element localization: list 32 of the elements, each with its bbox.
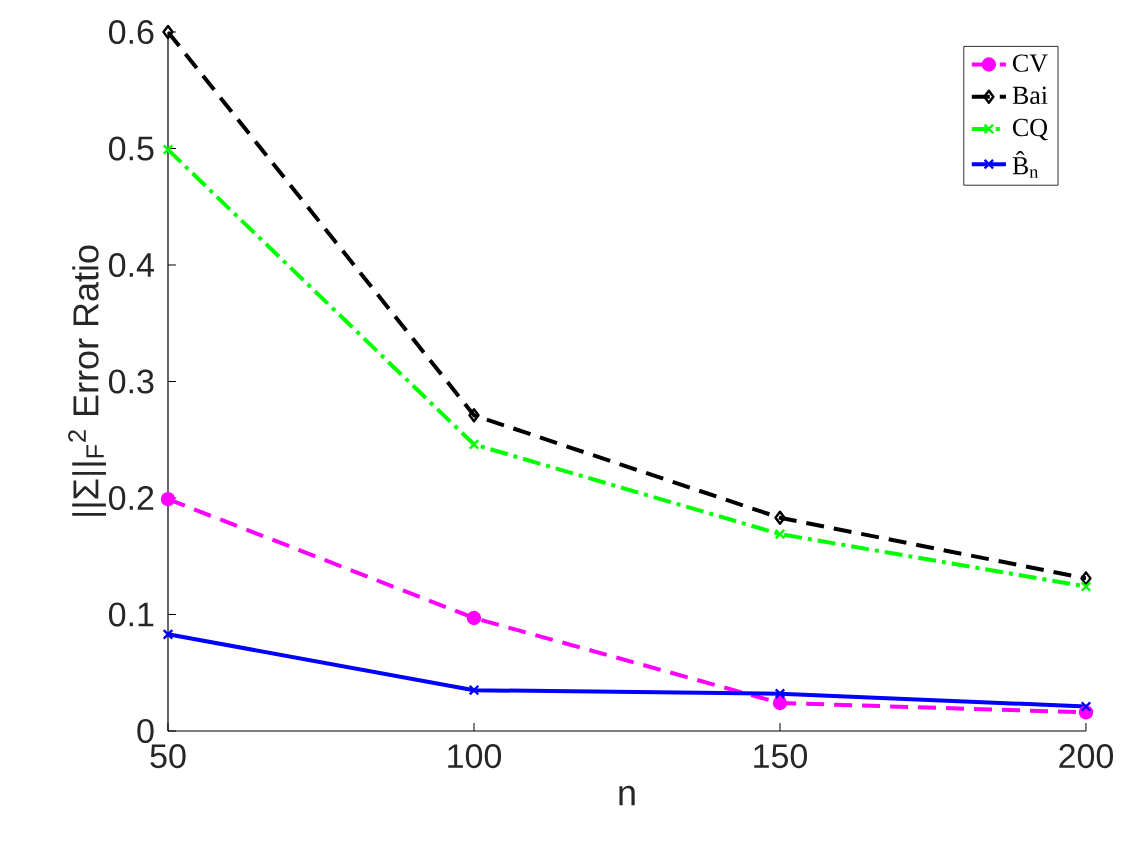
x-axis-title: n (619, 785, 635, 806)
point (466, 610, 482, 626)
point (162, 628, 174, 640)
legend-label: CQ (1012, 118, 1048, 141)
point (160, 491, 176, 507)
point (468, 408, 480, 423)
x-tick-label: 200 (1059, 744, 1114, 769)
y-tick-label: 0.1 (108, 602, 154, 627)
y-tick-label: 0.6 (108, 19, 154, 45)
point (1080, 571, 1092, 586)
point (1080, 701, 1092, 712)
y-tick-label: 0 (137, 718, 154, 744)
y-tick-label: 0.4 (108, 252, 154, 278)
x-tick-label: 100 (448, 744, 502, 769)
x-tick-label: 150 (754, 744, 808, 769)
y-axis-title: ||Σ||$_{F}$$^{2}$ Error Ratio (68, 245, 106, 516)
point (774, 510, 786, 525)
point (774, 688, 786, 700)
point (468, 684, 480, 696)
point (772, 695, 788, 711)
point (162, 144, 174, 156)
legend-label: CV (1012, 54, 1048, 73)
x-tick-label: 50 (150, 744, 186, 769)
point (774, 528, 786, 540)
legend-label: Bai (1012, 86, 1048, 105)
y-tick-label: 0.5 (108, 136, 154, 161)
point (1080, 581, 1092, 592)
legend-label: B̂$_{n}$ (1012, 151, 1039, 178)
point (468, 438, 480, 450)
y-tick-label: 0.2 (108, 485, 154, 511)
point (162, 24, 174, 40)
y-tick-label: 0.3 (108, 369, 154, 394)
